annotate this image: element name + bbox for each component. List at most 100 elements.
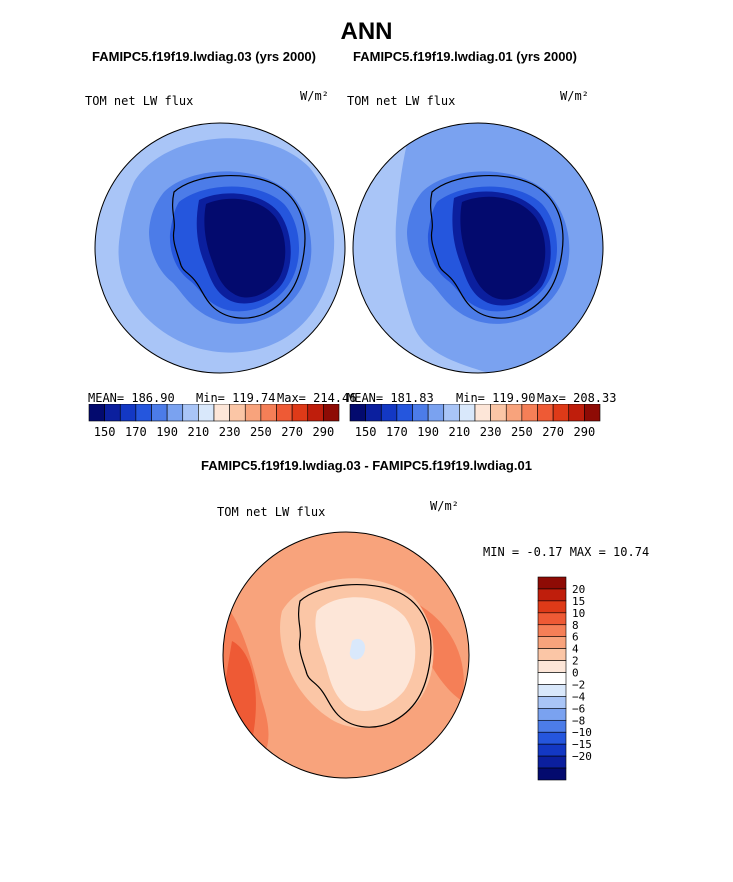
colorbar-swatch (537, 672, 567, 685)
polar-map-left (94, 122, 346, 374)
colorbar-swatch (291, 404, 309, 422)
map-region-cool (349, 638, 366, 660)
map-border (222, 531, 470, 779)
colorbar-tick-label: 250 (250, 425, 272, 439)
difference-title: FAMIPC5.f19f19.lwdiag.03 - FAMIPC5.f19f1… (201, 458, 532, 473)
colorbar-swatch (323, 404, 340, 422)
colorbar-tick-label: −15 (572, 738, 592, 751)
colorbar-tick-label: 270 (281, 425, 303, 439)
colorbar-swatch (119, 404, 137, 422)
colorbar-swatch (537, 600, 567, 614)
minmax-label-diff: MIN = -0.17 MAX = 10.74 (483, 545, 650, 559)
units-label-left: W/m² (300, 89, 329, 103)
map-border (94, 122, 346, 374)
variable-label-diff: TOM net LW flux (217, 505, 326, 519)
colorbar-swatch (307, 404, 324, 422)
colorbar-tick-label: 290 (313, 425, 335, 439)
colorbar-swatch (521, 404, 538, 422)
colorbar-tick-label: 2 (572, 655, 579, 668)
colorbar-swatch (537, 696, 567, 709)
colorbar-tick-label: −20 (572, 750, 592, 763)
max-label-right: Max= 208.33 (537, 391, 617, 405)
polar-map-right (352, 122, 604, 374)
colorbar-swatch (537, 767, 567, 781)
colorbar-tick-label: 210 (188, 425, 210, 439)
colorbar-tick-label: −6 (572, 702, 585, 715)
map-region-core (460, 196, 546, 300)
colorbar-tick-label: 8 (572, 619, 579, 632)
colorbar-tick-label: 20 (572, 583, 585, 596)
colorbar-swatch (537, 743, 567, 757)
colorbar-swatch (474, 404, 491, 422)
colorbar-swatch (151, 404, 168, 422)
colorbar-swatch (537, 404, 554, 422)
colorbar-tick-label: 150 (94, 425, 116, 439)
map-border (352, 122, 604, 374)
colorbar-swatch (396, 404, 413, 422)
colorbar-tick-label: −8 (572, 714, 585, 727)
colorbar-tick-label: 10 (572, 607, 585, 620)
colorbar-swatch (166, 404, 184, 422)
colorbar-tick-label: 270 (542, 425, 564, 439)
variable-label-right: TOM net LW flux (347, 94, 456, 108)
colorbar-swatch (537, 660, 567, 673)
colorbar-swatch (552, 404, 570, 422)
continent-outline (297, 584, 432, 728)
colorbar-tick-label: −10 (572, 726, 592, 739)
colorbar-tick-label: −4 (572, 690, 586, 703)
colorbar-tick-label: 170 (125, 425, 147, 439)
colorbar-tick-label: 6 (572, 631, 579, 644)
colorbar-swatch (537, 684, 567, 697)
colorbar-swatch (459, 404, 476, 422)
min-label-right: Min= 119.90 (456, 391, 536, 405)
colorbar-swatch (537, 731, 567, 745)
colorbar-swatch (537, 648, 567, 661)
colorbar-swatch (412, 404, 429, 422)
colorbar-swatch (276, 404, 293, 422)
colorbar-swatch (537, 624, 567, 638)
map-region-core (204, 198, 286, 298)
colorbar-right: 150 170 190 210 230 250 270 290 (349, 404, 601, 439)
colorbar-swatch (380, 404, 398, 422)
polar-map-diff (222, 531, 470, 779)
colorbar-tick-label: 15 (572, 595, 585, 608)
colorbar-tick-label: 190 (156, 425, 178, 439)
colorbar-tick-label: 4 (572, 643, 579, 656)
colorbar-tick-label: 190 (417, 425, 439, 439)
colorbar-swatch (182, 404, 199, 422)
colorbar-swatch (365, 404, 382, 422)
colorbar-tick-label: 170 (386, 425, 408, 439)
max-label-left: Max= 214.46 (277, 391, 357, 405)
colorbar-swatch (537, 588, 567, 602)
colorbar-swatch (427, 404, 445, 422)
colorbar-swatch (260, 404, 277, 422)
colorbar-swatch (229, 404, 246, 422)
colorbar-swatch (198, 404, 215, 422)
colorbar-swatch (537, 755, 567, 769)
units-label-right: W/m² (560, 89, 589, 103)
colorbar-swatch (537, 636, 567, 649)
colorbar-swatch (244, 404, 262, 422)
colorbar-swatch (490, 404, 507, 422)
colorbar-swatch (505, 404, 523, 422)
colorbar-swatch (135, 404, 152, 422)
colorbar-left: 150 170 190 210 230 250 270 290 (88, 404, 340, 439)
case-title-right: FAMIPC5.f19f19.lwdiag.01 (yrs 2000) (353, 49, 577, 64)
colorbar-tick-label: 250 (511, 425, 533, 439)
colorbar-tick-label: −2 (572, 678, 585, 691)
colorbar-tick-label: 290 (574, 425, 596, 439)
colorbar-swatch (537, 708, 567, 721)
mean-label-left: MEAN= 186.90 (88, 391, 175, 405)
mean-label-right: MEAN= 181.83 (347, 391, 434, 405)
colorbar-tick-label: 210 (449, 425, 471, 439)
colorbar-swatch (537, 612, 567, 626)
colorbar-swatch (349, 404, 366, 422)
units-label-diff: W/m² (430, 499, 459, 513)
colorbar-swatch (568, 404, 585, 422)
colorbar-swatch (537, 576, 567, 590)
colorbar-swatch (88, 404, 105, 422)
colorbar-tick-label: 0 (572, 667, 579, 680)
page-title: ANN (340, 18, 393, 45)
colorbar-tick-label: 150 (355, 425, 377, 439)
